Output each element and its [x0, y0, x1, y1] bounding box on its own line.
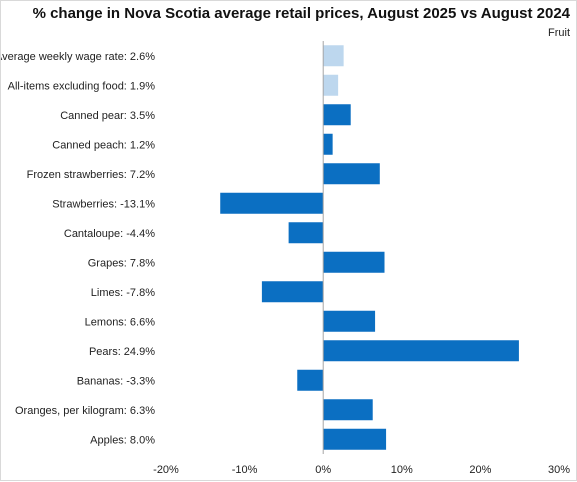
x-tick-label-0: -20%	[153, 464, 179, 476]
bar-2	[323, 104, 351, 126]
category-label-2: Canned pear: 3.5%	[60, 110, 155, 122]
x-tick-label-4: 20%	[469, 464, 491, 476]
category-label-8: Limes: -7.8%	[91, 287, 155, 299]
bar-1	[323, 74, 339, 96]
chart-subtitle: Fruit	[548, 27, 570, 39]
x-tick-label-5: 30%	[548, 464, 570, 476]
category-label-12: Oranges, per kilogram: 6.3%	[15, 405, 155, 417]
x-tick-label-3: 10%	[391, 464, 413, 476]
category-label-3: Canned peach: 1.2%	[52, 139, 155, 151]
category-label-9: Lemons: 6.6%	[85, 316, 156, 328]
category-label-13: Apples: 8.0%	[90, 434, 155, 446]
bar-8	[261, 281, 324, 303]
chart-title: % change in Nova Scotia average retail p…	[32, 5, 570, 22]
bar-6	[288, 222, 324, 244]
bar-0	[323, 45, 344, 67]
bar-9	[323, 310, 376, 332]
category-label-4: Frozen strawberries: 7.2%	[27, 169, 156, 181]
bar-13	[323, 428, 387, 450]
category-label-6: Cantaloupe: -4.4%	[64, 228, 155, 240]
bar-7	[323, 251, 385, 273]
x-tick-label-1: -10%	[232, 464, 258, 476]
category-label-7: Grapes: 7.8%	[88, 257, 155, 269]
category-label-0: Average weekly wage rate: 2.6%	[1, 51, 155, 63]
x-tick-label-2: 0%	[315, 464, 331, 476]
bar-5	[220, 192, 324, 214]
bar-12	[323, 399, 373, 421]
bar-4	[323, 163, 380, 185]
category-label-11: Bananas: -3.3%	[77, 375, 155, 387]
category-label-1: All-items excluding food: 1.9%	[8, 80, 156, 92]
bar-11	[297, 369, 324, 391]
category-label-10: Pears: 24.9%	[89, 346, 155, 358]
bar-10	[323, 340, 519, 362]
bar-3	[323, 133, 333, 155]
category-label-5: Strawberries: -13.1%	[52, 198, 155, 210]
